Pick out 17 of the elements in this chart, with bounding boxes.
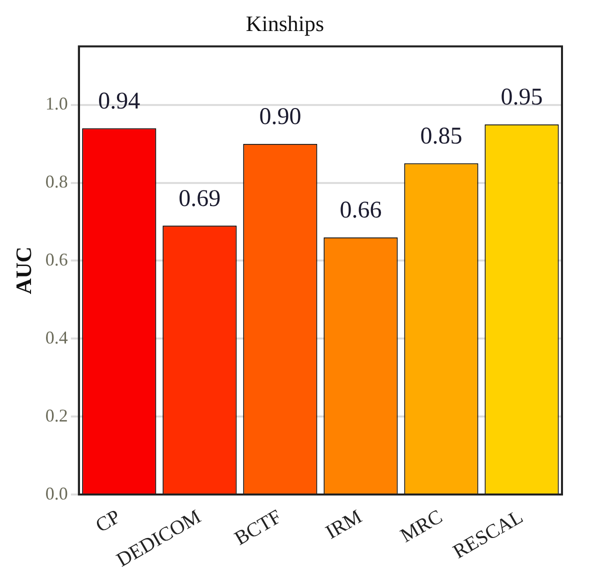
chart-title: Kinships (246, 10, 324, 36)
data-label: 0.66 (340, 198, 382, 224)
x-tick-label: CP (92, 506, 124, 538)
y-tick-label: 0.6 (45, 249, 68, 270)
data-label: 0.85 (420, 124, 462, 150)
data-label: 0.90 (259, 104, 302, 130)
y-tick-label: 0.2 (45, 405, 68, 426)
x-tick-label: IRM (322, 506, 366, 544)
data-label: 0.95 (500, 84, 543, 111)
y-axis-title: AUC (10, 246, 36, 294)
data-label: 0.69 (178, 186, 221, 212)
x-tick-label: MRC (396, 506, 446, 548)
y-tick-label: 0.4 (45, 327, 68, 348)
y-tick-label: 0.8 (45, 172, 68, 192)
data-label: 0.94 (98, 88, 140, 115)
y-tick-label: 0.0 (45, 483, 68, 504)
y-tick-label: 1.0 (45, 94, 68, 114)
